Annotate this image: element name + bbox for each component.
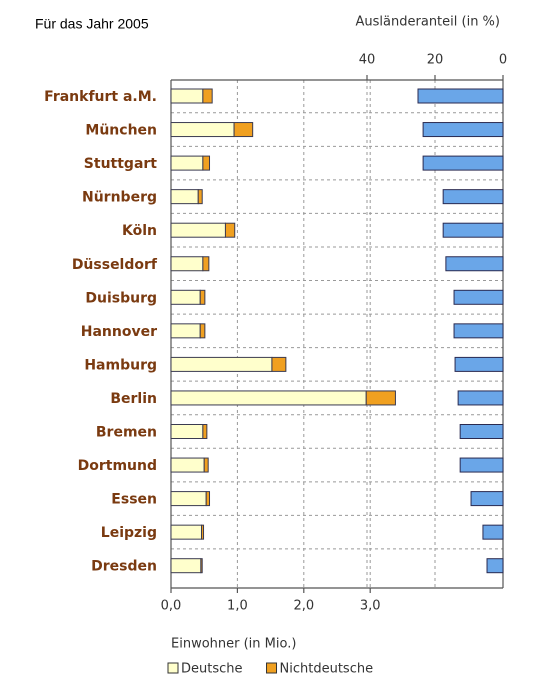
bar-segment — [170, 155, 204, 171]
bar — [453, 323, 504, 339]
bar — [459, 424, 504, 439]
bar-segment — [170, 289, 201, 305]
bar-segment — [199, 289, 206, 305]
x-axis-label: Einwohner (in Mio.) — [171, 637, 296, 652]
category-label: Stuttgart — [84, 156, 158, 172]
category-label: Dresden — [91, 559, 157, 575]
bar-segment — [197, 189, 203, 205]
bar-segment — [203, 457, 209, 473]
category-label: Düsseldorf — [72, 257, 158, 273]
bar — [482, 524, 504, 540]
bar — [457, 390, 504, 406]
category-label: Duisburg — [85, 290, 157, 306]
top-tick-label: 0 — [499, 53, 507, 68]
bar-segment — [233, 122, 254, 138]
right-axis-label: Ausländeranteil (in %) — [356, 15, 500, 30]
bar-segment — [202, 256, 210, 272]
bar-segment — [170, 390, 367, 406]
x-tick-label: 1,0 — [227, 599, 248, 614]
bar-segment — [170, 491, 207, 507]
top-tick-label: 40 — [359, 53, 376, 68]
bar-segment — [170, 256, 204, 272]
category-label: Frankfurt a.M. — [44, 89, 157, 105]
category-label: Leipzig — [101, 525, 157, 541]
bar-segment — [170, 424, 204, 439]
x-tick-label: 2,0 — [293, 599, 314, 614]
bar — [445, 256, 504, 272]
bar-segment — [365, 390, 396, 406]
bar-segment — [271, 356, 287, 372]
category-label: Berlin — [110, 391, 157, 407]
bar-segment — [170, 189, 199, 205]
bar-segment — [202, 424, 208, 439]
bar — [454, 356, 504, 372]
top-tick-label: 20 — [427, 53, 444, 68]
bar — [422, 155, 504, 171]
legend-label: Nichtdeutsche — [280, 662, 374, 677]
category-label: München — [85, 123, 157, 139]
category-label: Hamburg — [84, 357, 157, 373]
legend-swatch — [167, 662, 179, 674]
category-label: Nürnberg — [82, 190, 157, 206]
bar-segment — [170, 524, 203, 540]
chart-title: Für das Jahr 2005 — [35, 16, 149, 32]
bar-segment — [170, 558, 202, 574]
x-tick-label: 3,0 — [360, 599, 381, 614]
bar-segment — [199, 323, 206, 339]
bar-segment — [200, 558, 203, 574]
bar-segment — [170, 323, 201, 339]
bar — [422, 122, 504, 138]
bar-segment — [202, 88, 213, 104]
bar-segment — [170, 222, 226, 238]
bar — [453, 289, 504, 305]
bar — [459, 457, 504, 473]
legend-label: Deutsche — [181, 662, 243, 677]
bar — [486, 558, 504, 574]
bar — [470, 491, 504, 507]
category-label: Dortmund — [78, 458, 157, 474]
category-label: Bremen — [96, 425, 157, 441]
bar-segment — [224, 222, 236, 238]
bar-segment — [170, 122, 235, 138]
bar-segment — [202, 155, 211, 171]
category-label: Hannover — [81, 324, 157, 340]
bar — [417, 88, 504, 104]
bar-segment — [170, 88, 204, 104]
bar-segment — [205, 491, 211, 507]
category-label: Köln — [122, 223, 157, 239]
bar-segment — [170, 356, 273, 372]
category-label: Essen — [111, 492, 157, 508]
x-tick-label: 0,0 — [161, 599, 182, 614]
bar-segment — [170, 457, 205, 473]
bar — [442, 189, 504, 205]
legend-swatch — [266, 662, 278, 674]
bar — [442, 222, 504, 238]
bar-segment — [201, 524, 205, 540]
